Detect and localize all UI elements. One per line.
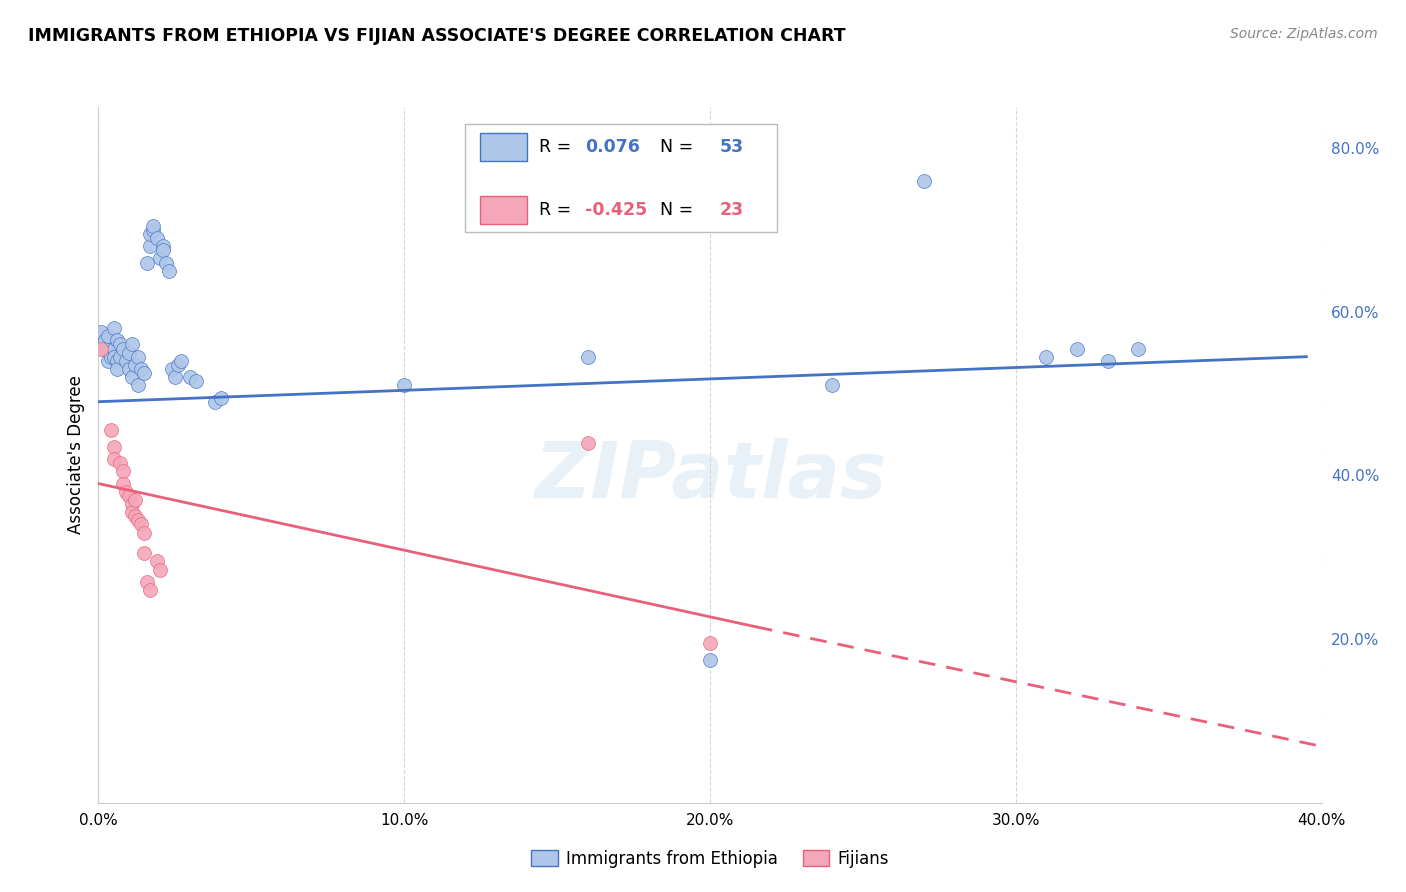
Point <box>127 378 149 392</box>
Point <box>1035 350 1057 364</box>
Point <box>699 652 721 666</box>
Point <box>136 255 159 269</box>
FancyBboxPatch shape <box>479 133 526 161</box>
Point <box>97 353 120 368</box>
Text: 0.076: 0.076 <box>585 137 640 156</box>
Point <box>134 546 156 560</box>
Point <box>912 174 935 188</box>
Point <box>209 391 232 405</box>
Point <box>139 582 162 597</box>
Text: Source: ZipAtlas.com: Source: ZipAtlas.com <box>1230 27 1378 41</box>
Point <box>108 337 131 351</box>
Point <box>170 353 193 368</box>
Point <box>118 362 141 376</box>
Point <box>142 223 165 237</box>
Point <box>124 358 146 372</box>
Point <box>124 492 146 507</box>
Point <box>103 440 125 454</box>
Point <box>157 264 180 278</box>
FancyBboxPatch shape <box>465 124 778 232</box>
Point <box>129 517 152 532</box>
Y-axis label: Associate's Degree: Associate's Degree <box>66 376 84 534</box>
Point <box>1066 342 1088 356</box>
Point <box>149 252 172 266</box>
Text: 23: 23 <box>720 201 744 219</box>
Text: R =: R = <box>538 201 576 219</box>
Point <box>149 562 172 576</box>
Point <box>204 394 226 409</box>
Point <box>118 345 141 359</box>
Point <box>127 513 149 527</box>
Text: ZIPatlas: ZIPatlas <box>534 438 886 514</box>
Point <box>111 464 134 478</box>
Text: R =: R = <box>538 137 576 156</box>
Text: N =: N = <box>648 137 699 156</box>
Point <box>142 219 165 233</box>
Text: -0.425: -0.425 <box>585 201 648 219</box>
Point <box>124 509 146 524</box>
Point <box>121 505 143 519</box>
Point <box>136 574 159 589</box>
Point <box>139 239 162 253</box>
FancyBboxPatch shape <box>479 196 526 224</box>
Point <box>576 350 599 364</box>
Point <box>129 362 152 376</box>
Point <box>103 342 125 356</box>
Point <box>145 554 167 568</box>
Point <box>163 370 186 384</box>
Point <box>93 342 115 356</box>
Point <box>152 244 174 258</box>
Point <box>115 484 138 499</box>
Point <box>90 325 112 339</box>
Text: 53: 53 <box>720 137 744 156</box>
Point <box>105 353 128 368</box>
Point <box>90 342 112 356</box>
Point <box>105 362 128 376</box>
Point <box>103 321 125 335</box>
Point <box>186 374 208 388</box>
Point <box>111 342 134 356</box>
Point <box>160 362 183 376</box>
Point <box>576 435 599 450</box>
Point <box>121 337 143 351</box>
Point <box>1097 353 1119 368</box>
Point <box>105 334 128 348</box>
Text: IMMIGRANTS FROM ETHIOPIA VS FIJIAN ASSOCIATE'S DEGREE CORRELATION CHART: IMMIGRANTS FROM ETHIOPIA VS FIJIAN ASSOC… <box>28 27 846 45</box>
Point <box>100 423 122 437</box>
Point <box>145 231 167 245</box>
Point <box>392 378 416 392</box>
Point <box>111 476 134 491</box>
Point <box>108 350 131 364</box>
Point <box>699 636 721 650</box>
Point <box>121 497 143 511</box>
Point <box>100 350 122 364</box>
Point <box>821 378 844 392</box>
Point <box>97 329 120 343</box>
Text: N =: N = <box>648 201 699 219</box>
Point <box>103 350 125 364</box>
Point <box>152 239 174 253</box>
Point <box>93 334 115 348</box>
Point <box>115 353 138 368</box>
Point <box>121 370 143 384</box>
Point <box>103 452 125 467</box>
Point <box>118 489 141 503</box>
Point <box>1128 342 1150 356</box>
Point <box>108 456 131 470</box>
Point <box>134 366 156 380</box>
Point <box>179 370 201 384</box>
Legend: Immigrants from Ethiopia, Fijians: Immigrants from Ethiopia, Fijians <box>524 843 896 874</box>
Point <box>155 255 177 269</box>
Point <box>139 227 162 241</box>
Point <box>167 358 190 372</box>
Point <box>134 525 156 540</box>
Point <box>127 350 149 364</box>
